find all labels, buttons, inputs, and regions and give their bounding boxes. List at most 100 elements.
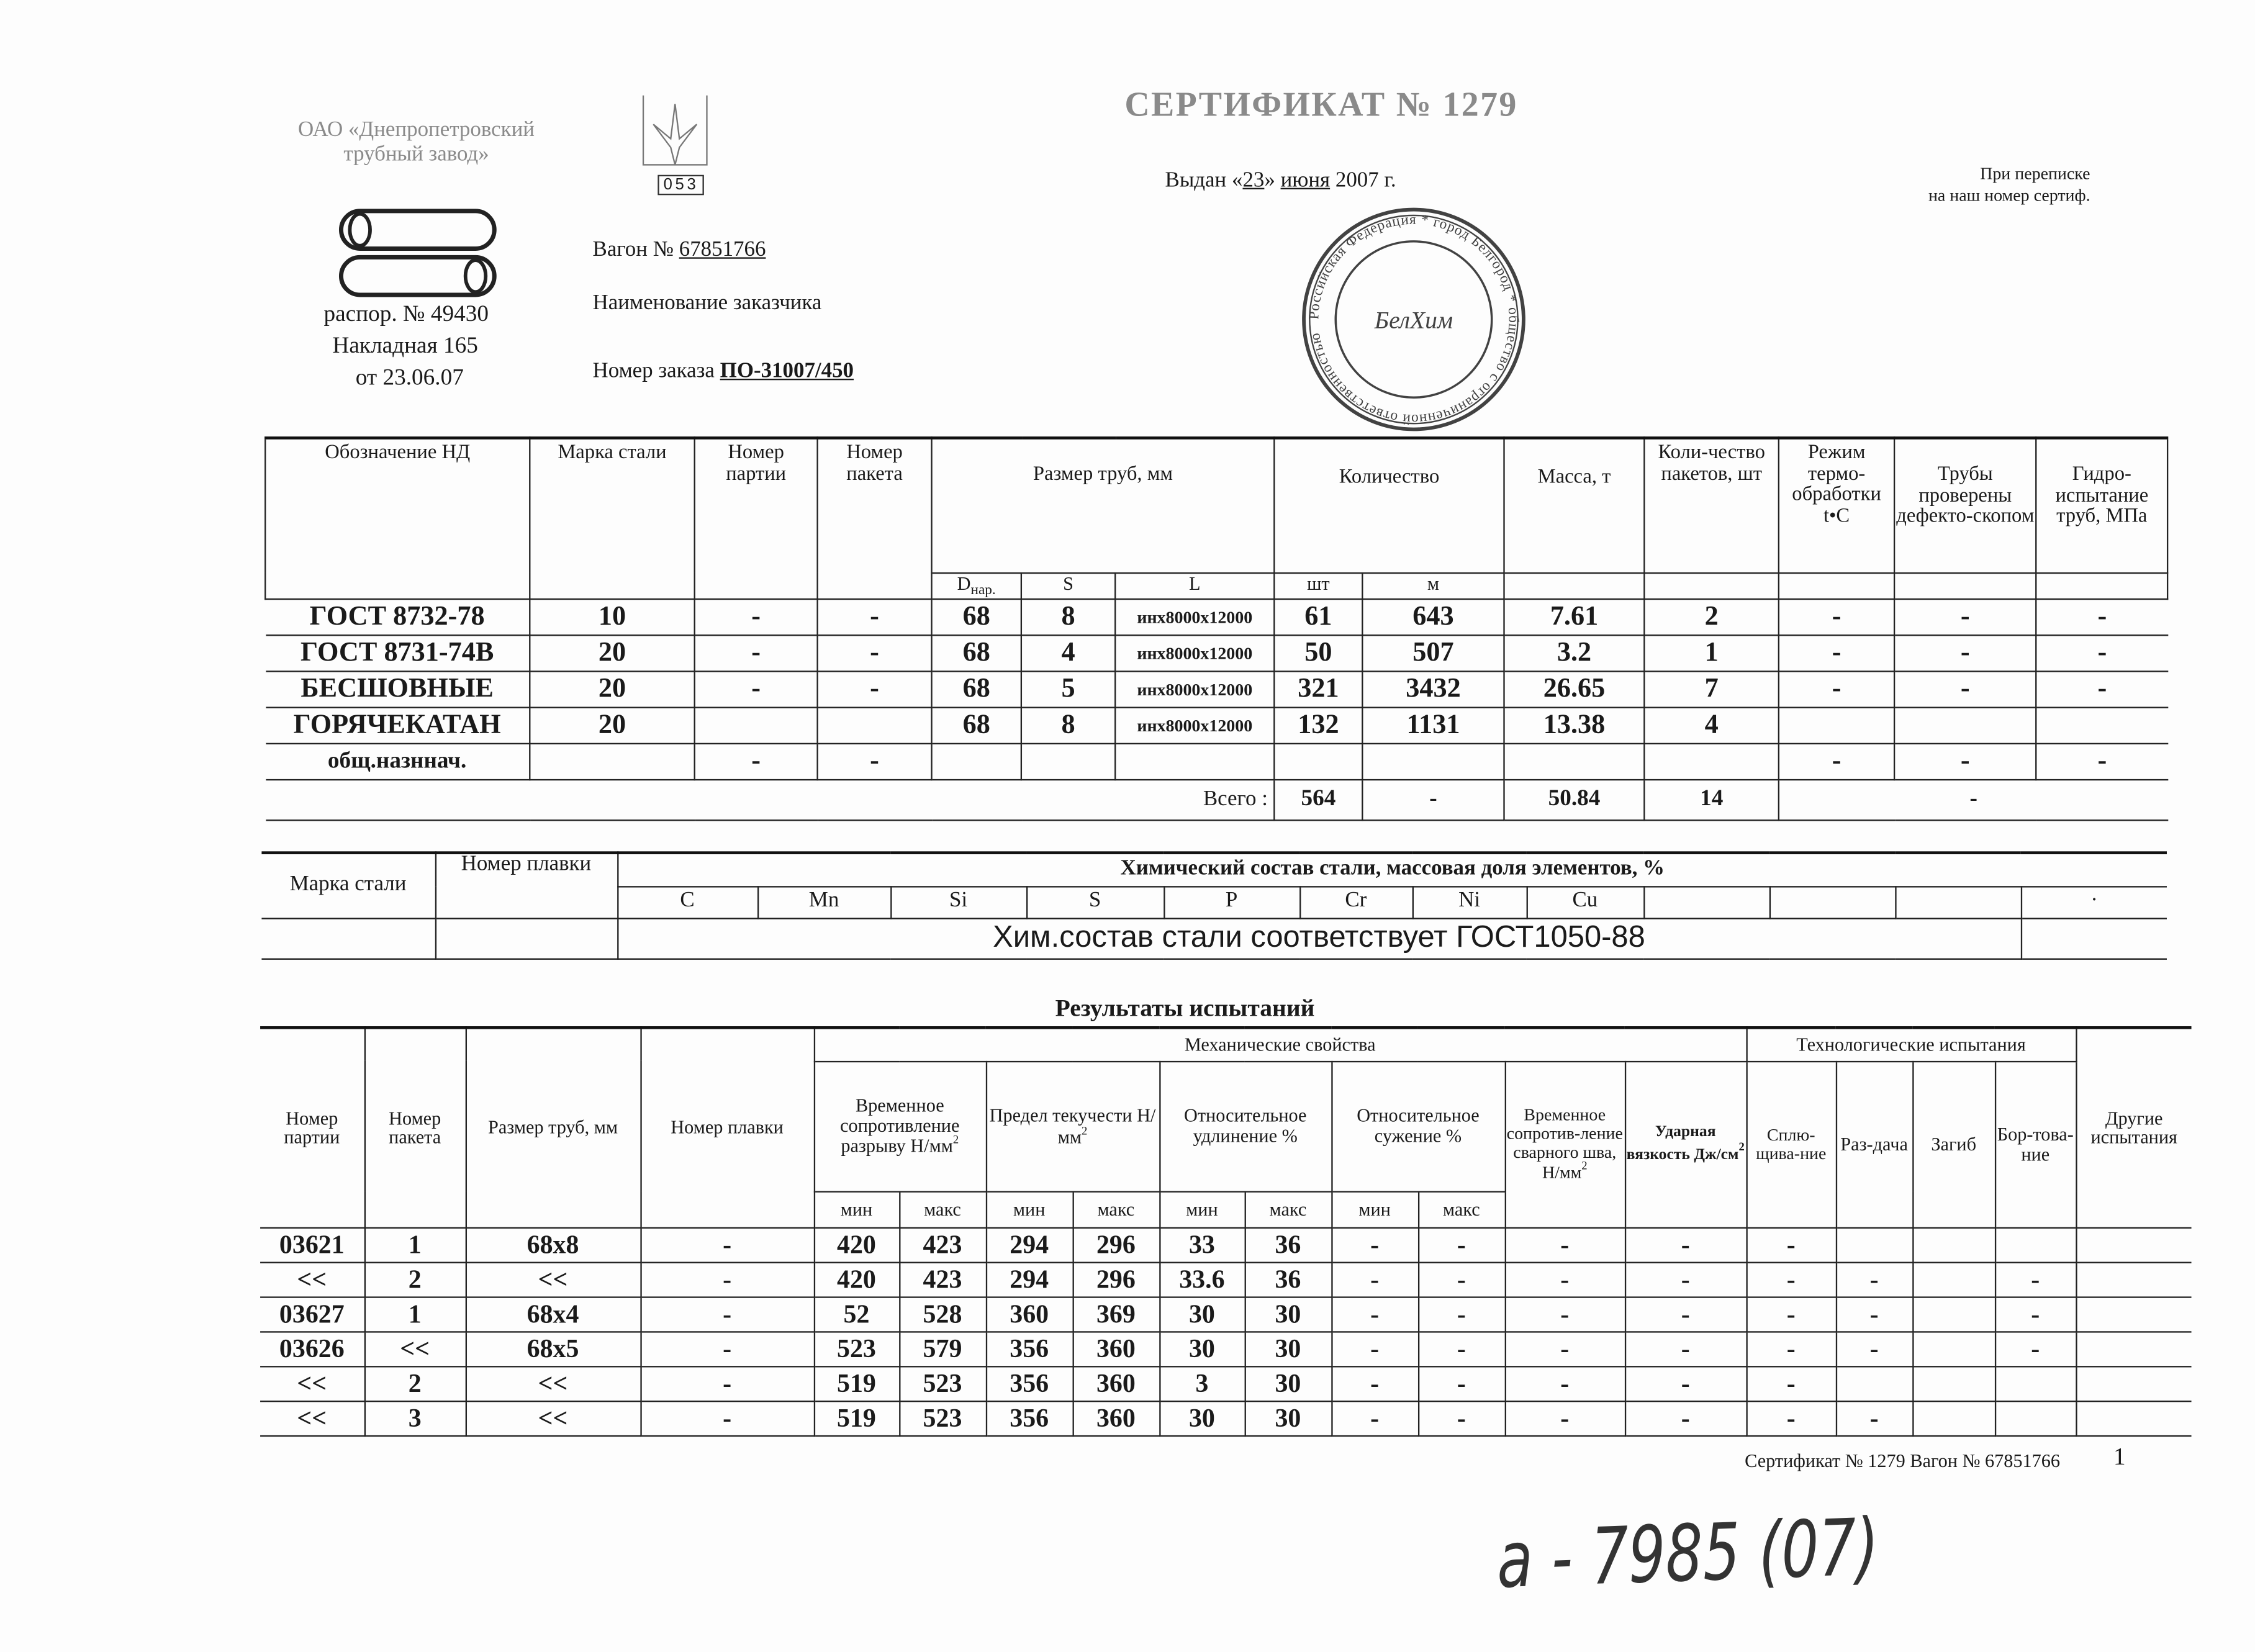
shipment-cell: 132 xyxy=(1273,706,1363,745)
shipment-cell: 8 xyxy=(1020,598,1116,636)
min-header: мин xyxy=(985,1190,1073,1228)
empty-cell xyxy=(434,917,618,959)
shipment-cell: - xyxy=(694,598,818,636)
shipment-cell xyxy=(1114,742,1275,781)
header-d: Dнар. xyxy=(931,571,1023,600)
result-cell: - xyxy=(639,1226,815,1263)
result-cell: 3 xyxy=(1159,1365,1245,1402)
issuer-name-line1: ОАО «Днепропетровский xyxy=(298,118,535,142)
result-cell: 360 xyxy=(1072,1365,1160,1402)
result-cell: - xyxy=(1504,1226,1626,1263)
res-header-tensile: Временное сопротивление разрыву Н/мм2 xyxy=(813,1060,987,1192)
min-header: мин xyxy=(1331,1190,1419,1228)
result-cell: 30 xyxy=(1159,1330,1245,1367)
empty-cell xyxy=(1643,571,1780,600)
shipment-cell: - xyxy=(1894,598,2037,636)
shipment-cell xyxy=(1778,706,1896,745)
empty-cell xyxy=(2020,917,2167,959)
note-line2: на наш номер сертиф. xyxy=(1928,185,2090,205)
shipment-cell xyxy=(694,706,818,745)
chem-element: Mn xyxy=(756,885,892,919)
issue-day: 23 xyxy=(1242,169,1265,192)
shipment-cell: 20 xyxy=(529,706,695,745)
shipment-cell: 20 xyxy=(529,670,695,708)
result-cell: 360 xyxy=(985,1296,1073,1332)
issue-date: Выдан «23» июня 2007 г. xyxy=(1165,169,1396,194)
res-header-contraction: Относительное сужение % xyxy=(1331,1060,1506,1192)
shipment-cell: - xyxy=(816,742,933,781)
result-cell: 2 xyxy=(363,1261,466,1298)
result-cell: 36 xyxy=(1244,1226,1332,1263)
result-cell: - xyxy=(1624,1226,1747,1263)
shipment-cell: 5 xyxy=(1020,670,1116,708)
result-cell: << xyxy=(464,1365,641,1402)
shipment-cell: - xyxy=(816,634,933,672)
result-cell: - xyxy=(1994,1261,2077,1298)
result-cell: - xyxy=(1835,1330,1914,1367)
header-size: Размер труб, мм xyxy=(931,437,1275,574)
result-cell: 36 xyxy=(1244,1261,1332,1298)
certificate-title: СЕРТИФИКАТ № 1279 xyxy=(1124,86,1518,125)
result-cell xyxy=(1912,1365,1996,1402)
shipment-cell: - xyxy=(2035,598,2168,636)
issue-prefix: Выдан « xyxy=(1165,169,1243,192)
shipment-cell: - xyxy=(1894,634,2037,672)
shipment-cell: - xyxy=(2035,742,2168,781)
table-row: << 3 << -519 523 356 360 30 30- - - - - - xyxy=(260,1399,2192,1437)
result-cell: - xyxy=(1504,1261,1626,1298)
shipment-cell: 61 xyxy=(1273,598,1363,636)
yield-label: Предел текучести Н/мм xyxy=(989,1104,1156,1147)
result-cell: - xyxy=(1745,1399,1837,1437)
result-cell: - xyxy=(1331,1261,1419,1298)
shipment-cell: ГОРЯЧЕКАТАН xyxy=(265,706,531,745)
note-line1: При переписке xyxy=(1980,163,2090,184)
shipment-cell: - xyxy=(816,598,933,636)
result-cell: 33.6 xyxy=(1159,1261,1245,1298)
total-label: Всего : xyxy=(265,779,1275,821)
wagon-field: Вагон № 67851766 xyxy=(593,238,766,263)
customer-label: Наименование заказчика xyxy=(592,292,822,315)
result-cell: 523 xyxy=(898,1399,987,1437)
header-pcs: шт xyxy=(1273,571,1363,600)
result-cell: - xyxy=(1504,1399,1626,1437)
min-header: мин xyxy=(1159,1190,1245,1228)
header-mass: Масса, т xyxy=(1503,437,1645,574)
result-cell: - xyxy=(1745,1365,1837,1402)
result-cell: 30 xyxy=(1244,1330,1332,1367)
raspor-number: распор. № 49430 xyxy=(323,302,489,327)
shipment-cell: - xyxy=(694,634,818,672)
result-cell: - xyxy=(639,1399,815,1437)
header-batch: Номер партии xyxy=(694,437,818,600)
result-cell: - xyxy=(1745,1226,1837,1263)
shipment-cell: 50 xyxy=(1273,634,1363,672)
shipment-cell xyxy=(931,742,1023,781)
result-cell: - xyxy=(1835,1261,1914,1298)
res-header-flange: Бор-това-ние xyxy=(1994,1060,2077,1228)
chem-element: Cr xyxy=(1298,885,1413,919)
shipment-cell: 68 xyxy=(931,598,1023,636)
result-cell: 52 xyxy=(813,1296,900,1332)
result-cell: 30 xyxy=(1244,1399,1332,1437)
shipment-cell xyxy=(1503,742,1645,781)
table-row: 03621 1 68х8-420 423 294 296 33 36- - - - - xyxy=(260,1226,2192,1263)
result-cell: 296 xyxy=(1072,1226,1160,1263)
result-cell xyxy=(1994,1226,2077,1263)
table-row: 03626 << 68х5-523 579 356 360 30 30- - - - - - - xyxy=(260,1330,2192,1367)
chemical-table: Марка стали Номер плавки Химический сост… xyxy=(261,851,2167,959)
header-package: Номер пакета xyxy=(816,437,933,600)
max-header: макс xyxy=(1072,1190,1160,1228)
table-row: ГОСТ 8731-74В 20- -68 4 инх8000х12000 50 507 3.… xyxy=(265,634,2168,672)
shipment-cell: инх8000х12000 xyxy=(1114,670,1275,708)
result-cell xyxy=(2075,1365,2192,1402)
shipment-cell: общ.назннач. xyxy=(265,742,531,781)
result-cell xyxy=(2075,1226,2192,1263)
header-packages: Коли-чество пакетов, шт xyxy=(1643,437,1780,574)
tensile-label: Временное сопротивление разрыву Н/мм xyxy=(840,1094,960,1157)
shipment-cell: 507 xyxy=(1362,634,1505,672)
result-cell: 523 xyxy=(898,1365,987,1402)
company-stamp: Российская Федерация * город Белгород * … xyxy=(1301,207,1526,432)
result-cell: 423 xyxy=(898,1261,987,1298)
shipment-cell: 4 xyxy=(1643,706,1780,745)
shipment-cell: - xyxy=(2035,670,2168,708)
shipment-cell: 8 xyxy=(1020,706,1116,745)
